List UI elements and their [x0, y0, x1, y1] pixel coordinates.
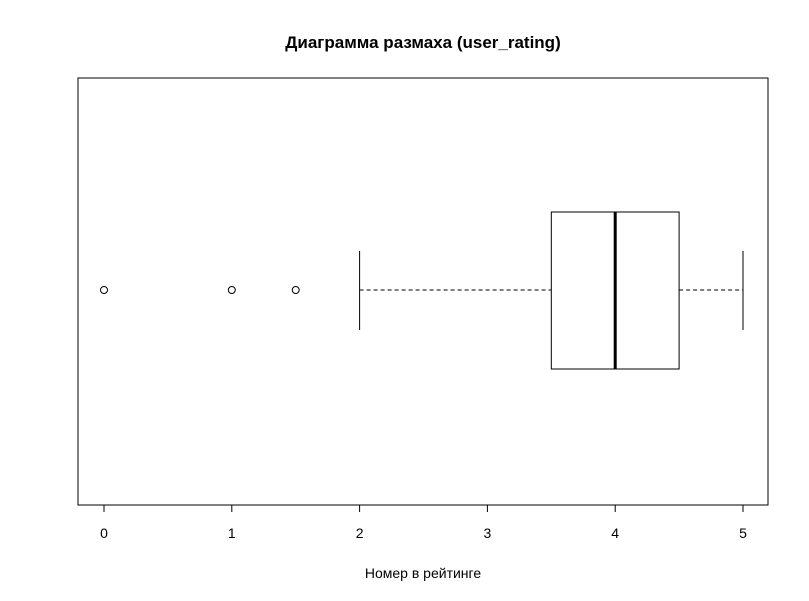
x-tick-label: 2: [356, 525, 364, 541]
x-tick-label: 4: [611, 525, 619, 541]
boxplot-series: [100, 211, 744, 370]
chart-title: Диаграмма размаха (user_rating): [285, 33, 560, 52]
x-tick-label: 0: [100, 525, 108, 541]
x-axis: 0 1 2 3 4 5: [100, 504, 747, 541]
x-tick-label: 1: [228, 525, 236, 541]
x-tick-label: 5: [739, 525, 747, 541]
outlier-point: [227, 286, 236, 294]
outlier-point: [291, 286, 300, 294]
outlier-point: [100, 286, 108, 294]
x-axis-label: Номер в рейтинге: [365, 565, 481, 581]
x-tick-label: 3: [484, 525, 492, 541]
